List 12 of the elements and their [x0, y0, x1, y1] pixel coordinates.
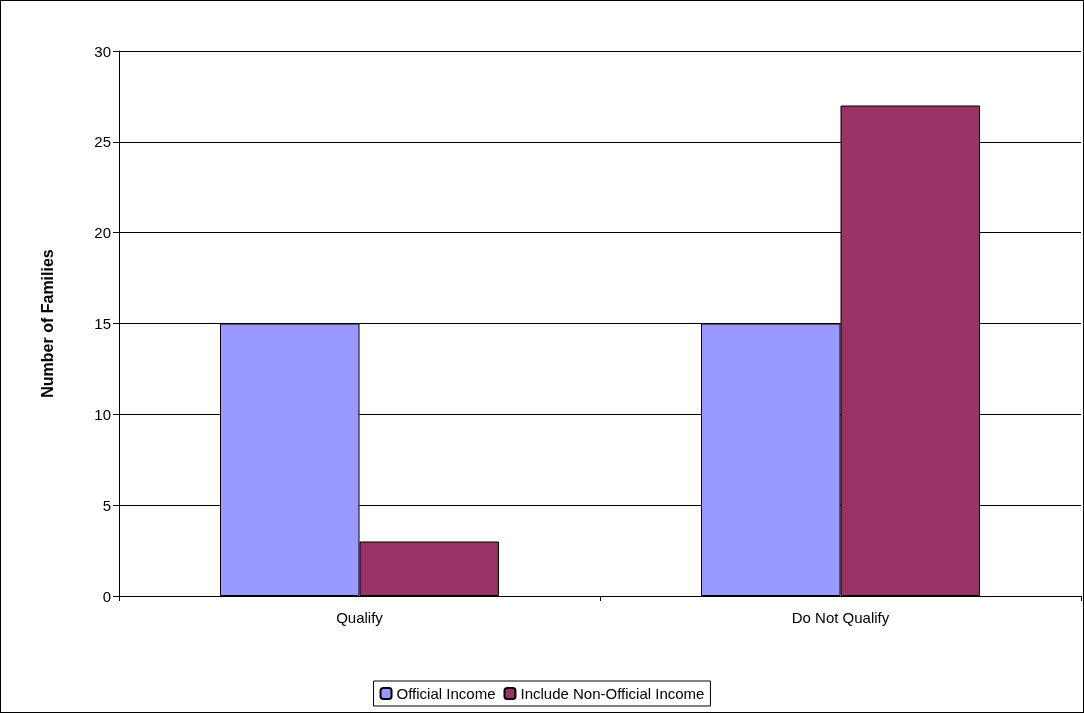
y-tick-label: 10 [94, 405, 111, 423]
y-tick-label: 15 [94, 315, 111, 332]
y-tick-label: 20 [94, 224, 111, 242]
legend-label: Include Non-Official Income [520, 685, 705, 702]
y-tick-label: 0 [102, 587, 111, 605]
x-tick-label: Do Not Qualify [791, 609, 890, 626]
y-tick-label: 5 [102, 496, 111, 514]
x-tick-label: Qualify [336, 609, 384, 626]
legend-label: Official Income [396, 685, 496, 702]
y-tick-label: 30 [94, 42, 111, 60]
y-axis-title: Number of Families [38, 249, 56, 398]
y-tick-label: 25 [94, 133, 111, 151]
